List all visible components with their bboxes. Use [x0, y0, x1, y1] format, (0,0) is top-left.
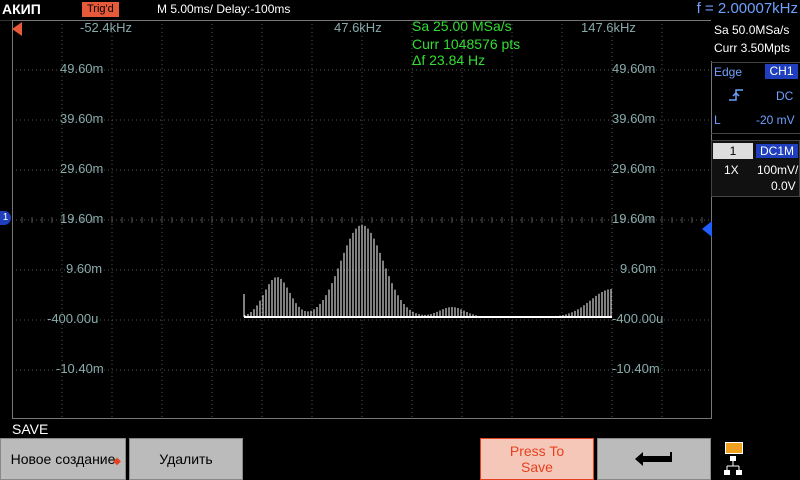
level-label: -10.40m	[56, 361, 104, 376]
frequency-counter: f = 2.00007kHz	[696, 0, 798, 17]
status-icons	[714, 438, 800, 480]
waveform-display[interactable]	[12, 20, 712, 420]
trigger-settings-box[interactable]	[711, 62, 800, 134]
trigger-level-value: -20 mV	[756, 113, 795, 127]
freq-label-center: 47.6kHz	[334, 20, 382, 35]
level-label: 29.60m	[60, 161, 104, 176]
delete-label: Удалить	[159, 451, 213, 467]
level-label: -400.00u	[612, 311, 664, 326]
delete-button[interactable]: Удалить	[129, 438, 243, 480]
trigger-level-marker[interactable]	[702, 221, 712, 237]
level-label: 19.60m	[612, 211, 656, 226]
level-label: -10.40m	[612, 361, 660, 376]
level-label: 9.60m	[620, 261, 657, 276]
level-label: 9.60m	[66, 261, 103, 276]
trigger-level-label: L	[714, 113, 721, 127]
brand-logo: АКИП	[2, 1, 41, 17]
trigger-status-badge: Trig'd	[82, 2, 119, 17]
vertical-scale: 100mV/	[757, 163, 799, 177]
fft-points: Curr 1048576 pts	[412, 36, 521, 52]
trigger-position-marker	[12, 22, 22, 36]
trigger-coupling: DC	[776, 89, 794, 103]
new-create-label: Новое создание	[10, 451, 116, 467]
rising-edge-icon	[729, 89, 743, 101]
channel-coupling-badge: DC1M	[756, 144, 798, 158]
freq-label-left: -52.4kHz	[80, 20, 133, 35]
menu-title: SAVE	[12, 421, 49, 437]
probe-ratio: 1X	[724, 163, 739, 177]
trigger-source-badge: CH1	[765, 64, 798, 79]
acquisition-box	[711, 20, 800, 61]
level-label: 49.60m	[60, 61, 104, 76]
channel-number: 1	[713, 143, 753, 159]
level-label: -400.00u	[47, 311, 99, 326]
level-label: 39.60m	[612, 111, 656, 126]
level-label: 49.60m	[612, 61, 656, 76]
top-status-bar	[0, 0, 800, 21]
trigger-type: Edge	[714, 65, 743, 79]
storage-icon	[725, 442, 743, 454]
press-to-save-button[interactable]: Press To Save	[480, 438, 594, 480]
level-label: 29.60m	[612, 161, 656, 176]
level-label: 19.60m	[60, 211, 104, 226]
save-label: Save	[521, 459, 553, 475]
press-to-label: Press To	[509, 443, 565, 459]
channel1-marker[interactable]: 1	[0, 211, 11, 225]
return-arrow-icon	[635, 452, 672, 466]
back-button[interactable]	[597, 438, 711, 480]
softkey-indicator-icon: ◆	[113, 456, 121, 467]
memory-depth-readout: Curr 3.50Mpts	[714, 41, 791, 55]
network-icon	[724, 456, 742, 475]
sample-rate-readout: Sa 50.0MSa/s	[714, 23, 790, 37]
fft-resolution: Δf 23.84 Hz	[412, 52, 486, 68]
level-label: 39.60m	[60, 111, 104, 126]
freq-label-right: 147.6kHz	[581, 20, 636, 35]
fft-sample-rate: Sa 25.00 MSa/s	[412, 18, 512, 34]
timebase-readout: M 5.00ms/ Delay:-100ms	[157, 2, 291, 16]
new-create-button[interactable]: Новое создание ◆	[0, 438, 126, 480]
vertical-offset: 0.0V	[771, 179, 796, 193]
